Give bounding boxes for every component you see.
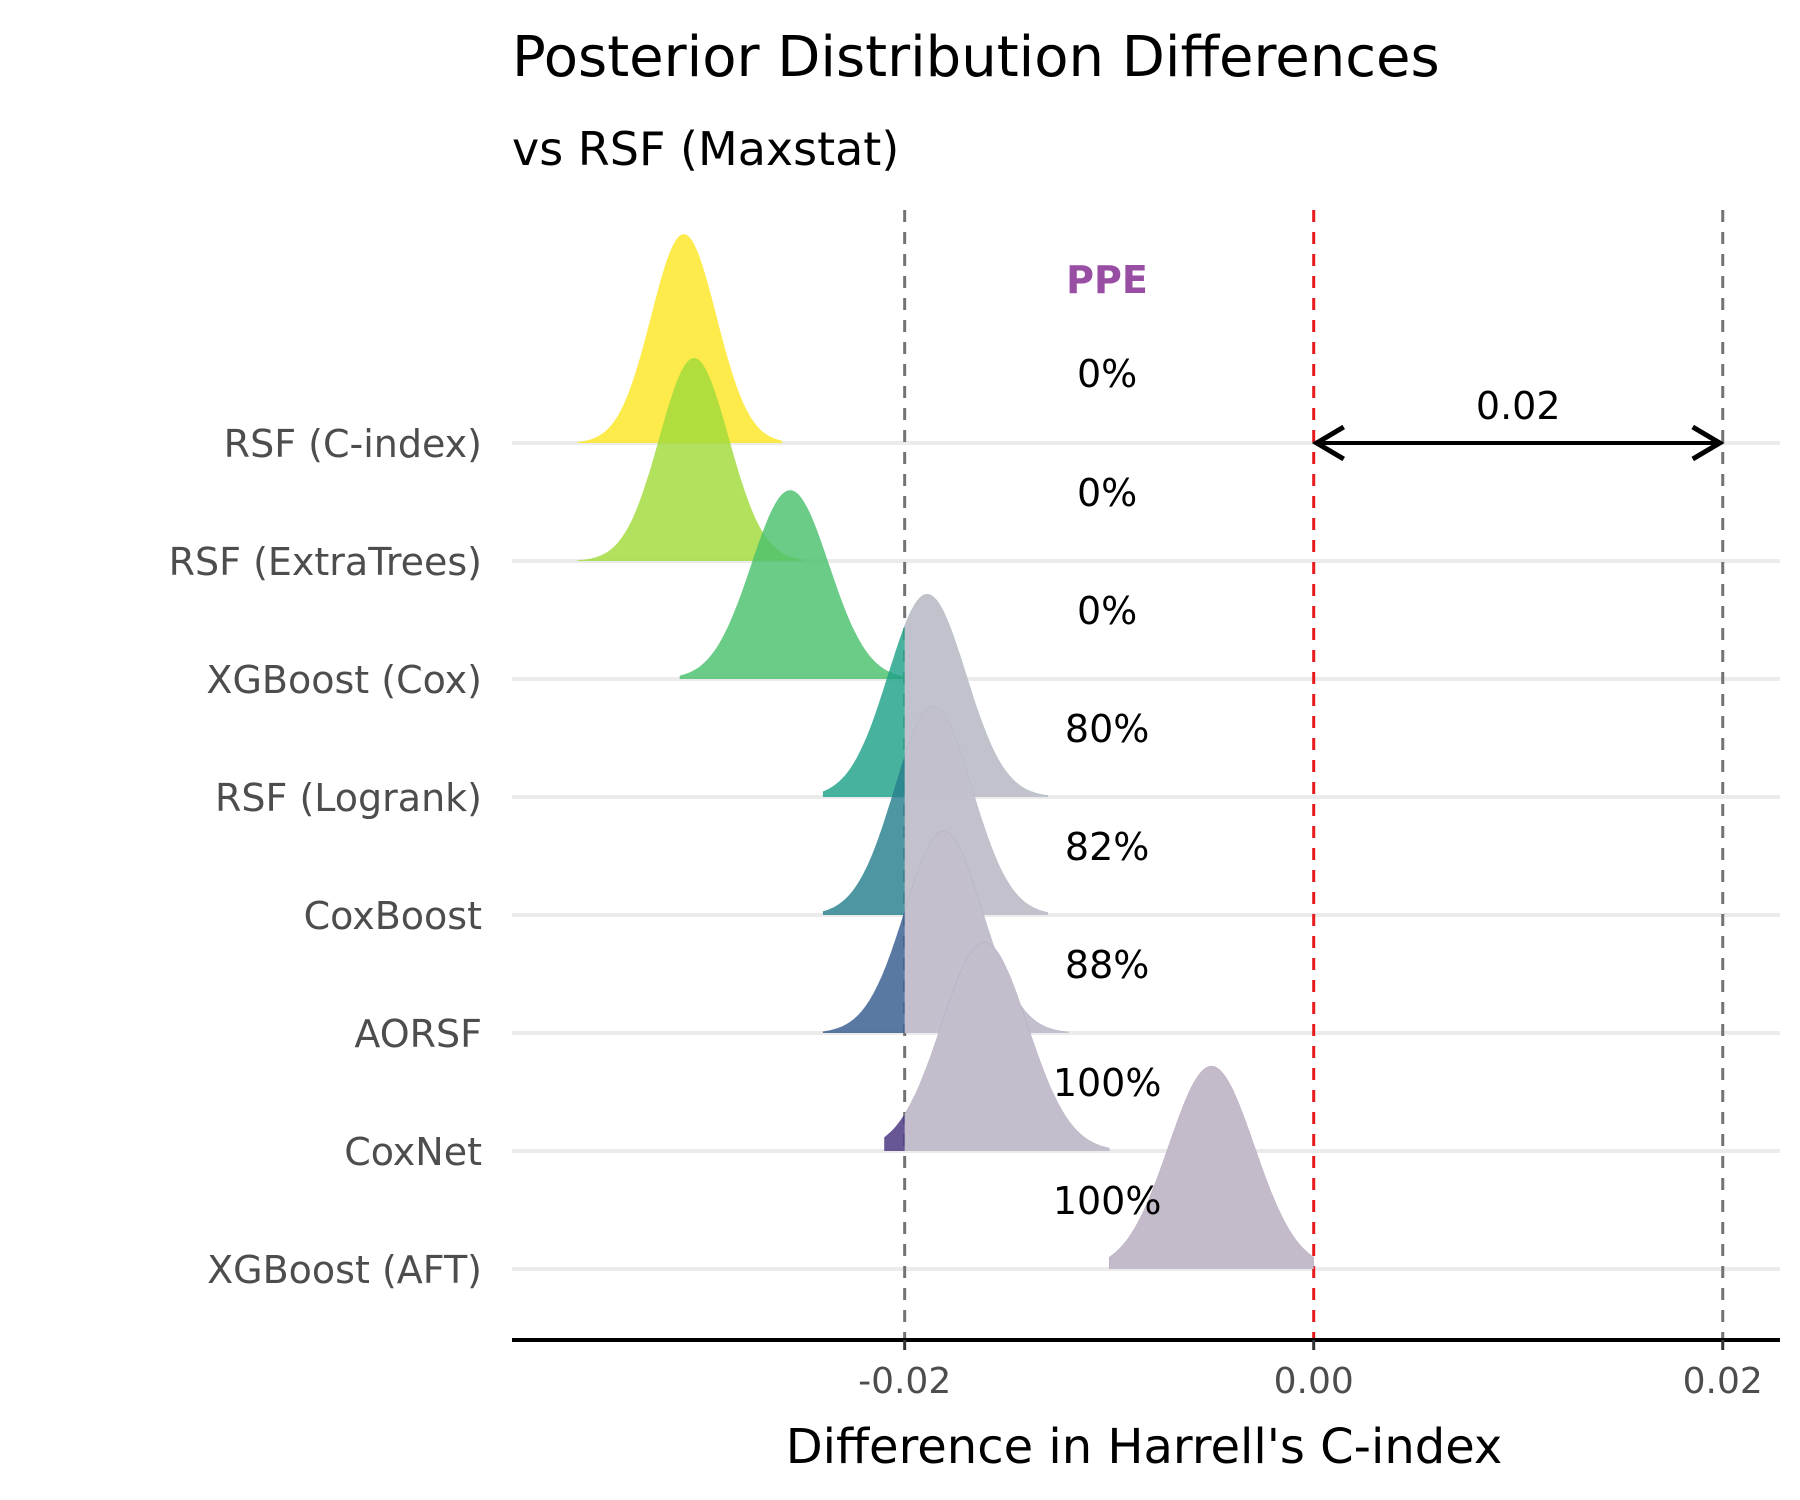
ppe-value: 80% <box>1065 707 1149 751</box>
ppe-value: 100% <box>1053 1179 1162 1223</box>
ppe-value: 0% <box>1077 471 1137 515</box>
rope-arrow-head-left <box>1311 424 1345 462</box>
x-tick-label: 0.02 <box>1683 1361 1763 1402</box>
ridge-coxnet <box>884 942 1110 1151</box>
category-label: RSF (ExtraTrees) <box>169 540 482 584</box>
rope-arrow-head-right <box>1691 424 1725 462</box>
category-label: AORSF <box>354 1012 482 1056</box>
density-xgboost-cox <box>679 490 905 679</box>
ppe-value: 100% <box>1053 1061 1162 1105</box>
ridge-rsf-c-index <box>577 234 782 443</box>
rope-arrow: 0.02 <box>1311 384 1725 462</box>
rope-width-label: 0.02 <box>1476 384 1561 428</box>
x-tick-label: -0.02 <box>858 1361 951 1402</box>
ridge-rsf-extratrees <box>577 358 803 561</box>
ppe-column: PPE 0% 0% 0% 80% 82% 88% 100% 100% <box>1053 258 1162 1223</box>
rope-region-xgboost-aft <box>1109 1066 1314 1269</box>
ppe-header: PPE <box>1066 258 1148 302</box>
density-rsf-extratrees <box>577 358 803 561</box>
rope-region-coxnet <box>904 942 1110 1151</box>
x-axis: -0.02 0.00 0.02 <box>512 1338 1780 1402</box>
density-ridges <box>577 234 1314 1269</box>
category-label: RSF (C-index) <box>224 422 482 466</box>
density-rsf-c-index <box>577 234 782 443</box>
ridge-xgboost-aft <box>1109 1066 1314 1269</box>
ppe-value: 0% <box>1077 352 1137 396</box>
chart-title: Posterior Distribution Differences <box>512 25 1440 90</box>
reference-lines <box>903 210 1725 1340</box>
ppe-value: 88% <box>1065 943 1149 987</box>
x-axis-title: Difference in Harrell's C-index <box>786 1419 1503 1475</box>
rope-region-aorsf <box>904 831 1069 1033</box>
ridge-aorsf <box>822 831 1069 1033</box>
category-label: CoxBoost <box>304 894 482 938</box>
category-label: CoxNet <box>344 1130 482 1174</box>
ppe-value: 0% <box>1077 589 1137 633</box>
category-label: XGBoost (Cox) <box>206 658 482 702</box>
category-label: XGBoost (AFT) <box>207 1248 482 1292</box>
x-tick-label: 0.00 <box>1274 1361 1354 1402</box>
chart-subtitle: vs RSF (Maxstat) <box>512 122 899 176</box>
category-label: RSF (Logrank) <box>215 776 482 820</box>
category-labels: RSF (C-index) RSF (ExtraTrees) XGBoost (Co… <box>169 422 482 1292</box>
ppe-value: 82% <box>1065 825 1149 869</box>
